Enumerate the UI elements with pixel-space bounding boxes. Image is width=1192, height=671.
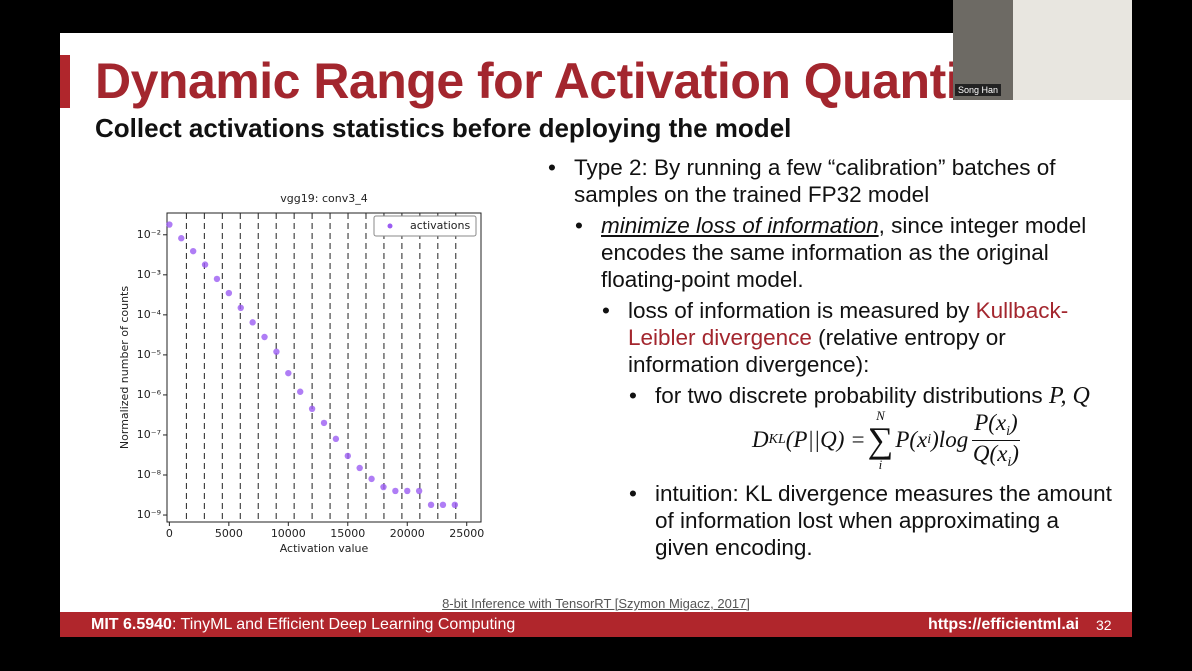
- y-tick-label: 10⁻⁹: [137, 508, 161, 521]
- bullet: loss of information is measured by Kullb…: [602, 297, 1118, 378]
- point: [201, 261, 209, 268]
- f: i: [878, 457, 883, 472]
- f: KL: [768, 432, 786, 447]
- point: [427, 501, 435, 509]
- point: [344, 452, 351, 460]
- bullet: minimize loss of information, since inte…: [575, 212, 1118, 293]
- f: N: [876, 408, 885, 423]
- f: P(x: [974, 409, 1007, 435]
- legend-label: activations: [410, 219, 470, 232]
- f: ): [1011, 440, 1019, 466]
- point: [297, 388, 304, 395]
- point: [451, 501, 459, 509]
- point: [392, 487, 399, 495]
- point: [261, 333, 268, 341]
- point: [415, 487, 423, 495]
- point: [320, 419, 328, 427]
- point: [225, 289, 233, 297]
- point: [166, 221, 173, 228]
- x-tick-label: 0: [166, 527, 173, 540]
- f: P(x: [895, 427, 928, 452]
- y-tick-label: 10⁻⁷: [137, 428, 161, 441]
- y-tick-label: 10⁻⁵: [137, 348, 161, 361]
- plot-area: [166, 212, 482, 523]
- formula: D KL (P||Q) = N ∑ i P(x i)log P(xi) Q(xi): [752, 408, 1020, 472]
- f: ): [1010, 409, 1018, 435]
- point: [308, 405, 316, 413]
- course: MIT 6.5940: TinyML and Efficient Deep Le…: [91, 616, 515, 634]
- point: [368, 475, 375, 483]
- course-code: MIT 6.5940: [91, 616, 172, 633]
- footer: MIT 6.5940: TinyML and Efficient Deep Le…: [60, 612, 1132, 637]
- num: P(xi): [972, 409, 1020, 441]
- y-tick-label: 10⁻⁶: [137, 388, 162, 401]
- point: [380, 483, 387, 491]
- slide-title: Dynamic Range for Activation Quantizat: [95, 53, 1028, 109]
- bullet-text: loss of information is measured by: [628, 298, 976, 323]
- bullet-text: Type 2: By running a few “calibration” b…: [574, 155, 1056, 207]
- legend-box: [373, 215, 477, 237]
- point: [189, 247, 197, 255]
- y-tick-label: 10⁻³: [137, 268, 161, 281]
- f: (P||Q) =: [785, 427, 866, 452]
- point: [273, 348, 280, 355]
- speaker-name: Song Han: [955, 84, 1002, 96]
- point: [213, 275, 221, 283]
- citation[interactable]: 8-bit Inference with TensorRT [Szymon Mi…: [442, 596, 750, 611]
- bullet-text: Kullback-Leibler divergence: [628, 298, 1069, 350]
- bullet-text: for two discrete probability distributio…: [655, 383, 1049, 408]
- y-tick-label: 10⁻²: [137, 228, 161, 241]
- f: i: [1007, 454, 1012, 470]
- bullet-text: minimize loss of information: [601, 213, 879, 238]
- bullet: Type 2: By running a few “calibration” b…: [548, 154, 1118, 208]
- x-tick-label: 10000: [271, 527, 306, 540]
- bullet: for two discrete probability distributio…: [629, 382, 1118, 410]
- f: ∑: [867, 420, 894, 460]
- course-name: : TinyML and Efficient Deep Learning Com…: [171, 616, 516, 633]
- page-number: 32: [1096, 617, 1112, 633]
- f: )log: [931, 427, 969, 452]
- bullet-text: (relative entropy or information diverge…: [628, 325, 1006, 377]
- point: [285, 369, 292, 377]
- x-axis-label: Activation value: [280, 542, 369, 555]
- title-accent: [60, 55, 70, 108]
- point: [237, 304, 244, 312]
- fraction: P(xi) Q(xi): [972, 409, 1020, 471]
- bullet-text: P, Q: [1048, 383, 1090, 409]
- x-tick-label: 15000: [330, 527, 365, 540]
- bullet-text: , since integer model encodes the same i…: [601, 213, 1087, 292]
- bullet-text: intuition: KL divergence measures the am…: [655, 481, 1112, 560]
- sum: N ∑ i: [868, 409, 894, 471]
- bullets: Type 2: By running a few “calibration” b…: [548, 154, 1118, 565]
- point: [356, 464, 363, 472]
- f: Q(x: [972, 440, 1008, 466]
- x-tick-label: 20000: [390, 527, 425, 540]
- board: [1013, 0, 1132, 100]
- point: [404, 487, 411, 495]
- y-tick-label: 10⁻⁴: [137, 308, 162, 321]
- webcam: Song Han: [953, 0, 1132, 100]
- point: [439, 501, 447, 509]
- bullet: intuition: KL divergence measures the am…: [629, 480, 1118, 561]
- x-tick-label: 5000: [215, 527, 243, 540]
- point: [178, 235, 185, 242]
- f: D: [752, 427, 769, 452]
- den: Q(xi): [973, 441, 1019, 471]
- x-tick-label: 25000: [449, 527, 484, 540]
- legend-marker: [387, 223, 393, 229]
- chart-title: vgg19: conv3_4: [280, 192, 367, 205]
- point: [249, 319, 256, 326]
- point: [332, 435, 340, 443]
- url[interactable]: https://efficientml.ai: [928, 616, 1080, 633]
- f: i: [1006, 423, 1011, 439]
- f: i: [927, 432, 932, 447]
- subtitle: Collect activations statistics before de…: [95, 113, 792, 143]
- y-axis-label: Normalized number of counts: [118, 286, 131, 449]
- y-tick-label: 10⁻⁸: [137, 468, 162, 481]
